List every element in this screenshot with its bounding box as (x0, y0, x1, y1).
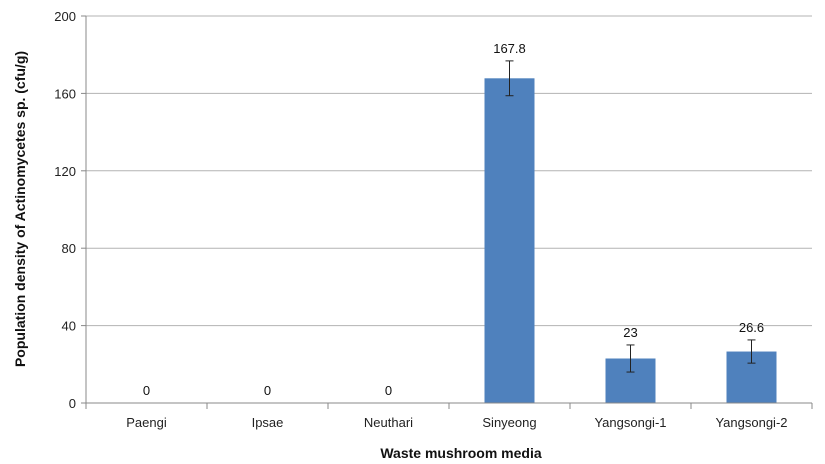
y-tick-label: 160 (54, 86, 76, 101)
error-bars (505, 60, 756, 373)
x-tick-label: Yangsongi-1 (594, 415, 666, 430)
y-tick-label: 0 (69, 396, 76, 411)
y-tick-label: 120 (54, 164, 76, 179)
x-axis-title: Waste mushroom media (380, 445, 542, 461)
y-axis-title: Population density of Actinomycetes sp. … (12, 51, 28, 367)
x-tick-label: Ipsae (252, 415, 284, 430)
x-tick-label: Neuthari (364, 415, 413, 430)
bar-sinyeong (484, 78, 535, 403)
x-tick-label: Sinyeong (482, 415, 536, 430)
data-label: 0 (143, 383, 150, 398)
y-axis-ticks: 0 40 80 120 160 200 (54, 9, 86, 411)
data-label: 167.8 (493, 41, 526, 56)
x-tick-label: Yangsongi-2 (715, 415, 787, 430)
x-axis-ticks: Paengi Ipsae Neuthari Sinyeong Yangsongi-1 Ya… (85, 403, 813, 430)
data-labels: 0 0 0 167.8 23 26.6 (143, 41, 764, 398)
bars (484, 78, 777, 403)
y-tick-label: 200 (54, 9, 76, 24)
y-tick-label: 40 (62, 319, 76, 334)
data-label: 23 (623, 325, 637, 340)
data-label: 0 (264, 383, 271, 398)
data-label: 0 (385, 383, 392, 398)
gridlines (86, 15, 812, 327)
x-tick-label: Paengi (126, 415, 167, 430)
data-label: 26.6 (739, 320, 764, 335)
y-tick-label: 80 (62, 241, 76, 256)
